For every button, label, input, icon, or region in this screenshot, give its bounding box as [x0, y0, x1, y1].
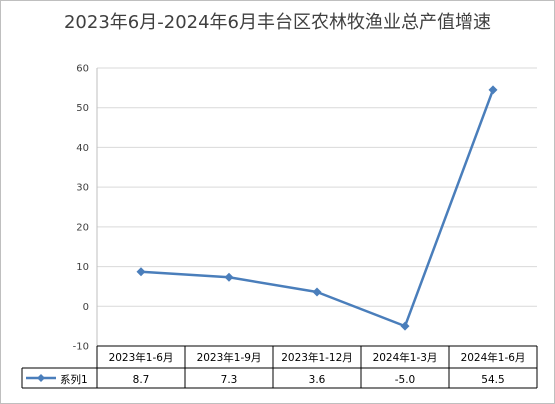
y-tick-label: 50: [76, 103, 89, 114]
table-value: 3.6: [309, 374, 326, 386]
y-tick-label: 60: [76, 64, 89, 75]
x-category-label: 2023年1-6月: [109, 351, 174, 364]
chart-title: 2023年6月-2024年6月丰台区农林牧渔业总产值增速: [63, 12, 491, 33]
legend-marker: [37, 374, 45, 382]
y-tick-label: 0: [83, 302, 89, 313]
x-category-label: 2023年1-9月: [197, 351, 262, 364]
data-point: [224, 272, 234, 282]
y-tick-label: 40: [76, 143, 89, 154]
table-value: 54.5: [481, 374, 504, 386]
y-tick-label: 20: [76, 222, 89, 233]
y-tick-label: 30: [76, 183, 89, 194]
table-value: 7.3: [221, 374, 238, 386]
data-point: [136, 267, 146, 277]
table-value: -5.0: [395, 374, 416, 386]
table-value: 8.7: [133, 374, 150, 386]
x-category-label: 2024年1-3月: [373, 351, 438, 364]
data-point: [488, 85, 498, 95]
data-point: [400, 321, 410, 331]
data-point: [312, 287, 322, 297]
y-tick-label: -10: [73, 342, 89, 353]
x-category-label: 2024年1-6月: [461, 351, 526, 364]
y-tick-label: 10: [76, 262, 89, 273]
x-category-label: 2023年1-12月: [281, 351, 353, 364]
legend-label: 系列1: [60, 373, 88, 386]
